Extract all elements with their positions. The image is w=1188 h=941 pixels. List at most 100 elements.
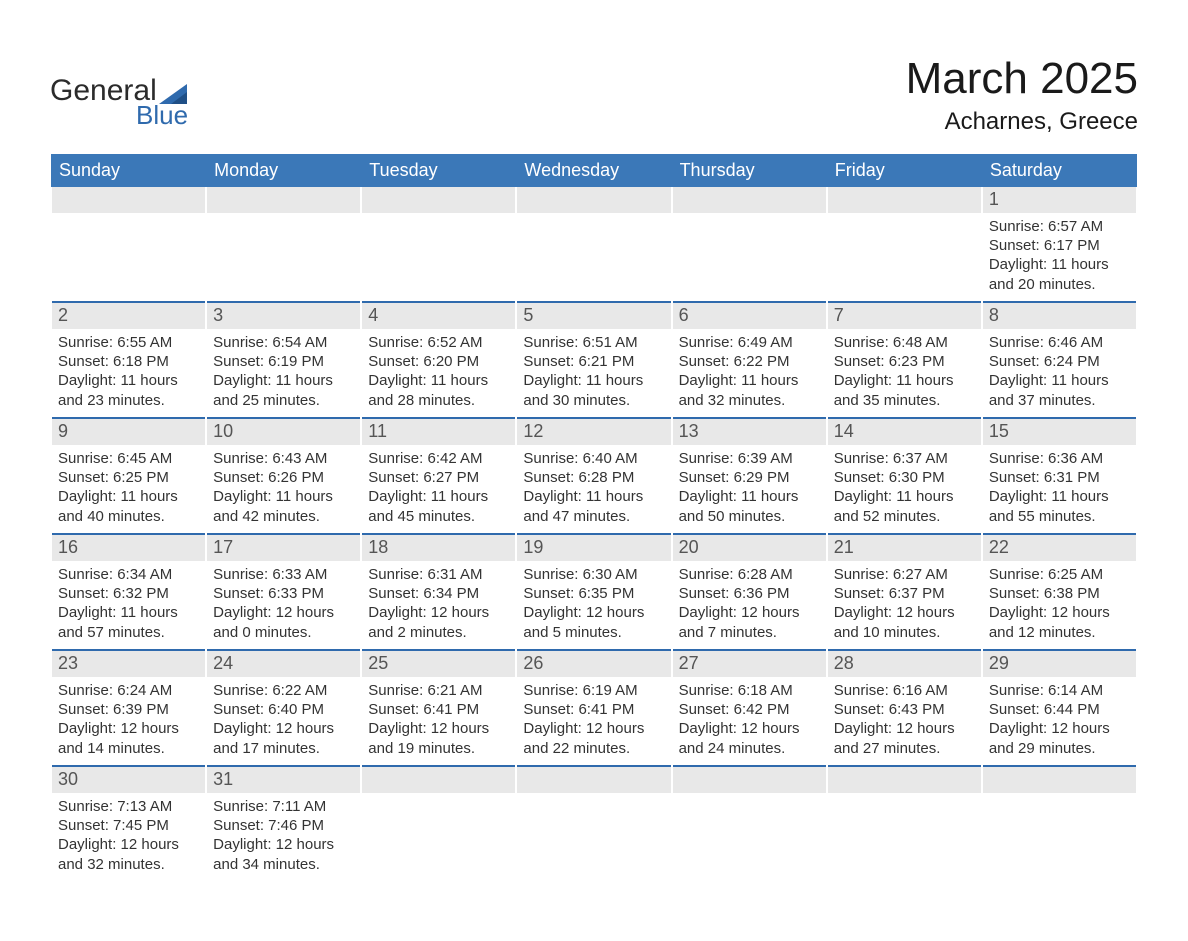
day-details: Sunrise: 6:54 AMSunset: 6:19 PMDaylight:…: [207, 329, 360, 417]
sunset-line: Sunset: 6:40 PM: [213, 700, 354, 719]
sunrise-line: Sunrise: 6:46 AM: [989, 333, 1130, 352]
sunrise-line: Sunrise: 6:40 AM: [523, 449, 664, 468]
sunset-line: Sunset: 6:34 PM: [368, 584, 509, 603]
daylight-line-2: and 37 minutes.: [989, 391, 1130, 410]
sunrise-line: Sunrise: 6:18 AM: [679, 681, 820, 700]
day-number: 20: [673, 535, 826, 561]
day-details: Sunrise: 6:28 AMSunset: 6:36 PMDaylight:…: [673, 561, 826, 649]
daylight-line-1: Daylight: 11 hours: [58, 603, 199, 622]
day-number: [673, 187, 826, 213]
sunrise-line: Sunrise: 6:57 AM: [989, 217, 1130, 236]
sunset-line: Sunset: 6:30 PM: [834, 468, 975, 487]
sunset-line: Sunset: 6:17 PM: [989, 236, 1130, 255]
day-details: [828, 793, 981, 881]
calendar-cell: 14Sunrise: 6:37 AMSunset: 6:30 PMDayligh…: [827, 418, 982, 534]
sunset-line: Sunset: 6:19 PM: [213, 352, 354, 371]
daylight-line-2: and 17 minutes.: [213, 739, 354, 758]
day-details: Sunrise: 6:31 AMSunset: 6:34 PMDaylight:…: [362, 561, 515, 649]
calendar-week-row: 2Sunrise: 6:55 AMSunset: 6:18 PMDaylight…: [51, 302, 1137, 418]
daylight-line-2: and 7 minutes.: [679, 623, 820, 642]
daylight-line-2: and 28 minutes.: [368, 391, 509, 410]
sunrise-line: Sunrise: 6:45 AM: [58, 449, 199, 468]
day-number: 13: [673, 419, 826, 445]
sunrise-line: Sunrise: 6:22 AM: [213, 681, 354, 700]
sunset-line: Sunset: 6:41 PM: [523, 700, 664, 719]
sunrise-line: Sunrise: 6:28 AM: [679, 565, 820, 584]
calendar-cell: 21Sunrise: 6:27 AMSunset: 6:37 PMDayligh…: [827, 534, 982, 650]
day-details: [52, 213, 205, 301]
calendar-cell: 16Sunrise: 6:34 AMSunset: 6:32 PMDayligh…: [51, 534, 206, 650]
day-number: [517, 187, 670, 213]
day-number: 9: [52, 419, 205, 445]
day-details: Sunrise: 6:14 AMSunset: 6:44 PMDaylight:…: [983, 677, 1136, 765]
sunset-line: Sunset: 6:35 PM: [523, 584, 664, 603]
calendar-cell: 3Sunrise: 6:54 AMSunset: 6:19 PMDaylight…: [206, 302, 361, 418]
sunset-line: Sunset: 6:23 PM: [834, 352, 975, 371]
day-number: 29: [983, 651, 1136, 677]
sunrise-line: Sunrise: 6:14 AM: [989, 681, 1130, 700]
calendar-cell: 7Sunrise: 6:48 AMSunset: 6:23 PMDaylight…: [827, 302, 982, 418]
day-number: 1: [983, 187, 1136, 213]
day-number: 8: [983, 303, 1136, 329]
day-details: Sunrise: 6:21 AMSunset: 6:41 PMDaylight:…: [362, 677, 515, 765]
calendar-cell: 24 Sunrise: 6:22 AMSunset: 6:40 PMDayligh…: [206, 650, 361, 766]
day-details: Sunrise: 6:37 AMSunset: 6:30 PMDaylight:…: [828, 445, 981, 533]
daylight-line-1: Daylight: 12 hours: [368, 719, 509, 738]
daylight-line-1: Daylight: 11 hours: [989, 255, 1130, 274]
day-details: Sunrise: 6:34 AMSunset: 6:32 PMDaylight:…: [52, 561, 205, 649]
calendar-week-row: 16Sunrise: 6:34 AMSunset: 6:32 PMDayligh…: [51, 534, 1137, 650]
day-details: Sunrise: 6:25 AMSunset: 6:38 PMDaylight:…: [983, 561, 1136, 649]
sunrise-line: Sunrise: 6:52 AM: [368, 333, 509, 352]
day-details: Sunrise: 7:11 AMSunset: 7:46 PMDaylight:…: [207, 793, 360, 881]
calendar-cell: 5Sunrise: 6:51 AMSunset: 6:21 PMDaylight…: [516, 302, 671, 418]
day-number: 28: [828, 651, 981, 677]
sunrise-line: Sunrise: 7:11 AM: [213, 797, 354, 816]
day-number: 16: [52, 535, 205, 561]
day-number: 12: [517, 419, 670, 445]
day-details: [828, 213, 981, 301]
day-details: Sunrise: 6:27 AMSunset: 6:37 PMDaylight:…: [828, 561, 981, 649]
daylight-line-1: Daylight: 12 hours: [523, 719, 664, 738]
sunset-line: Sunset: 6:31 PM: [989, 468, 1130, 487]
day-details: Sunrise: 6:55 AMSunset: 6:18 PMDaylight:…: [52, 329, 205, 417]
daylight-line-1: Daylight: 11 hours: [368, 487, 509, 506]
day-number: 11: [362, 419, 515, 445]
weekday-header: Thursday: [672, 154, 827, 187]
sunrise-line: Sunrise: 6:42 AM: [368, 449, 509, 468]
calendar-cell: 8Sunrise: 6:46 AMSunset: 6:24 PMDaylight…: [982, 302, 1137, 418]
day-number: [673, 767, 826, 793]
weekday-header: Wednesday: [516, 154, 671, 187]
daylight-line-2: and 2 minutes.: [368, 623, 509, 642]
page-title: March 2025: [906, 54, 1138, 104]
daylight-line-1: Daylight: 12 hours: [834, 603, 975, 622]
day-number: 25: [362, 651, 515, 677]
day-number: 24: [207, 651, 360, 677]
sunset-line: Sunset: 6:33 PM: [213, 584, 354, 603]
daylight-line-1: Daylight: 12 hours: [213, 719, 354, 738]
day-details: Sunrise: 6:45 AMSunset: 6:25 PMDaylight:…: [52, 445, 205, 533]
calendar-cell: 6Sunrise: 6:49 AMSunset: 6:22 PMDaylight…: [672, 302, 827, 418]
sunset-line: Sunset: 6:27 PM: [368, 468, 509, 487]
day-number: 18: [362, 535, 515, 561]
calendar-cell: 28Sunrise: 6:16 AMSunset: 6:43 PMDayligh…: [827, 650, 982, 766]
sunrise-line: Sunrise: 6:21 AM: [368, 681, 509, 700]
daylight-line-1: Daylight: 11 hours: [213, 371, 354, 390]
daylight-line-1: Daylight: 11 hours: [989, 487, 1130, 506]
calendar-cell: 30Sunrise: 7:13 AMSunset: 7:45 PMDayligh…: [51, 766, 206, 881]
daylight-line-2: and 5 minutes.: [523, 623, 664, 642]
daylight-line-2: and 22 minutes.: [523, 739, 664, 758]
day-details: Sunrise: 6:43 AMSunset: 6:26 PMDaylight:…: [207, 445, 360, 533]
day-number: [362, 187, 515, 213]
brand-word-2: Blue: [136, 100, 188, 131]
daylight-line-1: Daylight: 11 hours: [679, 371, 820, 390]
day-details: Sunrise: 6:42 AMSunset: 6:27 PMDaylight:…: [362, 445, 515, 533]
day-number: 27: [673, 651, 826, 677]
sunset-line: Sunset: 6:21 PM: [523, 352, 664, 371]
sunrise-line: Sunrise: 7:13 AM: [58, 797, 199, 816]
calendar-cell: 2Sunrise: 6:55 AMSunset: 6:18 PMDaylight…: [51, 302, 206, 418]
day-details: Sunrise: 6:18 AMSunset: 6:42 PMDaylight:…: [673, 677, 826, 765]
daylight-line-2: and 27 minutes.: [834, 739, 975, 758]
daylight-line-1: Daylight: 12 hours: [679, 603, 820, 622]
day-details: [362, 793, 515, 881]
calendar-cell: 27Sunrise: 6:18 AMSunset: 6:42 PMDayligh…: [672, 650, 827, 766]
